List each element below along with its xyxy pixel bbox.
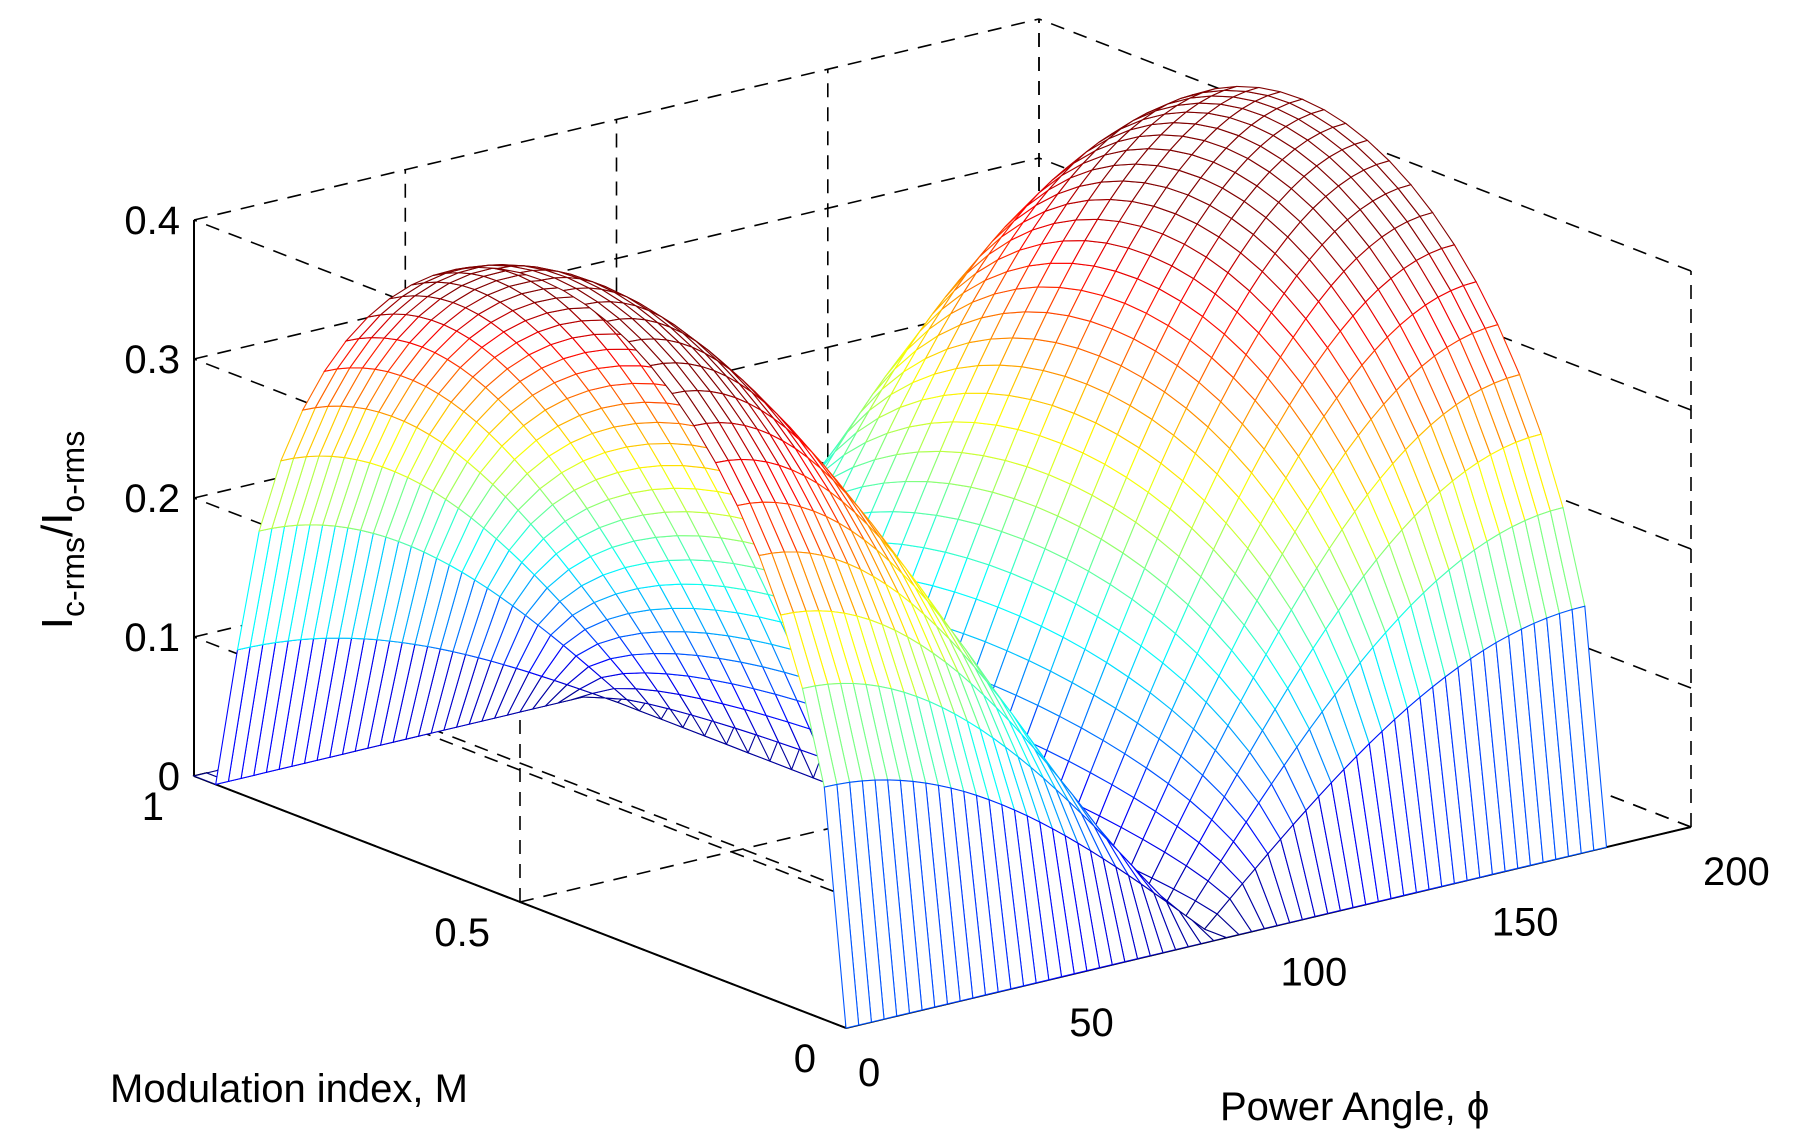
- z-label-mid: /I: [33, 513, 82, 537]
- surface-patch: [1571, 605, 1608, 851]
- grid-line-back-z: [193, 18, 1040, 221]
- z-tick-label: 0.1: [124, 616, 180, 660]
- z-label-base: I: [33, 617, 82, 629]
- x-axis-label: Power Angle, ϕ: [1220, 1085, 1489, 1129]
- y-tick-label: 0.5: [434, 911, 490, 955]
- z-tick-label: 0.4: [124, 199, 180, 243]
- x-tick-label: 100: [1281, 951, 1348, 995]
- z-tick-label: 0.2: [124, 477, 180, 521]
- surface-layer: [192, 85, 1608, 1029]
- z-axis-label: Ic-rms/Io-rms: [33, 431, 91, 629]
- grid-line-back-z: [193, 157, 1040, 360]
- z-tick-label: 0: [158, 755, 180, 799]
- y-tick-label: 1: [142, 785, 164, 829]
- x-tick-label: 50: [1069, 1001, 1114, 1045]
- y-tick-label: 0: [794, 1037, 816, 1081]
- surface-patch: [823, 783, 860, 1029]
- x-tick-label: 150: [1492, 900, 1559, 944]
- x-tick-label: 200: [1703, 850, 1770, 894]
- y-axis-label: Modulation index, M: [110, 1067, 468, 1111]
- z-tick-label: 0.3: [124, 338, 180, 382]
- z-label-sub2: o-rms: [55, 431, 91, 513]
- y-axis-line: [193, 775, 847, 1029]
- z-label-sub1: c-rms: [55, 537, 91, 617]
- x-tick-label: 0: [858, 1051, 880, 1095]
